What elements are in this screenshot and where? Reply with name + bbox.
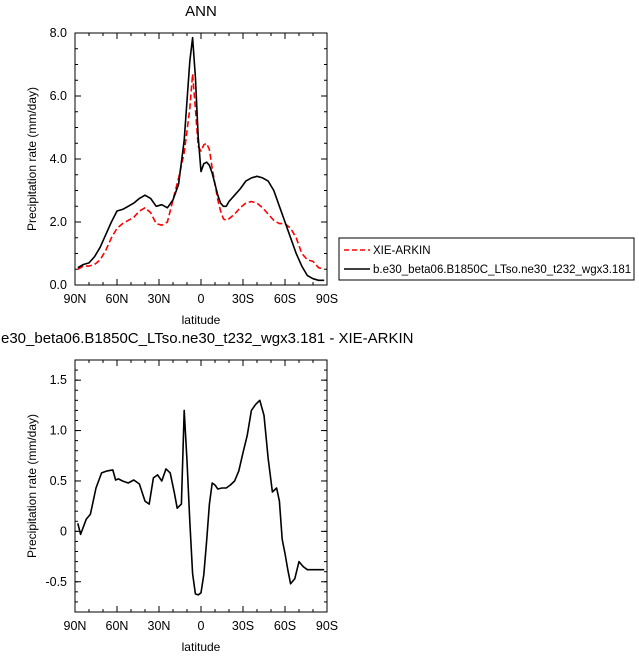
bottom-axis-ticks: 90N 60N 30N 0 30S 60S 90S -0.5 0 0.5 1.0 1.5 (45, 359, 338, 633)
bottom-x-tick-label: 60S (274, 619, 296, 633)
bottom-chart-title: b.e30_beta06.B1850C_LTso.ne30_t232_wgx3.… (0, 330, 414, 347)
top-x-tick-label: 60N (106, 292, 129, 306)
bottom-y-tick-label: 1.5 (50, 373, 67, 387)
bottom-y-tick-label: 0.5 (50, 474, 67, 488)
top-plot-frame (74, 32, 328, 286)
legend: XIE-ARKIN b.e30_beta06.B1850C_LTso.ne30_… (338, 237, 635, 281)
top-panel: ANN Precipitation rate (mm/day) latitude… (25, 3, 338, 327)
legend-label-xie-arkin: XIE-ARKIN (373, 245, 431, 257)
top-x-tick-label: 60S (274, 292, 296, 306)
top-x-tick-label: 90S (316, 292, 338, 306)
top-y-tick-label: 8.0 (50, 26, 67, 40)
top-x-tick-label: 30S (232, 292, 254, 306)
top-x-axis-label: latitude (182, 313, 221, 327)
bottom-y-tick-label: 1.0 (50, 424, 67, 438)
bottom-y-axis-label: Precipitation rate (mm/day) (25, 414, 39, 558)
bottom-series-line-0 (77, 399, 325, 596)
bottom-series-lines (77, 399, 325, 596)
bottom-x-tick-label: 30N (148, 619, 171, 633)
top-x-tick-label: 0 (198, 292, 205, 306)
top-chart-title: ANN (185, 3, 217, 20)
bottom-panel: b.e30_beta06.B1850C_LTso.ne30_t232_wgx3.… (0, 330, 414, 654)
top-series-line-1 (77, 36, 325, 282)
top-y-axis-label: Precipitation rate (mm/day) (25, 87, 39, 231)
top-x-tick-label: 30N (148, 292, 171, 306)
legend-label-model: b.e30_beta06.B1850C_LTso.ne30_t232_wgx3.… (373, 264, 631, 276)
bottom-x-tick-label: 90N (64, 619, 87, 633)
bottom-x-tick-label: 90S (316, 619, 338, 633)
top-series-line-0 (77, 73, 325, 271)
top-y-tick-label: 4.0 (50, 152, 67, 166)
top-series-lines (77, 36, 325, 282)
bottom-x-tick-label: 30S (232, 619, 254, 633)
top-axis-ticks: 90N 60N 30N 0 30S 60S 90S 0.0 2.0 4.0 6.0 8.0 (50, 26, 339, 306)
bottom-x-tick-label: 60N (106, 619, 129, 633)
bottom-x-tick-label: 0 (198, 619, 205, 633)
bottom-y-tick-label: -0.5 (45, 575, 67, 589)
legend-box (338, 237, 635, 281)
bottom-plot-frame (74, 359, 328, 613)
bottom-y-tick-label: 0 (60, 524, 67, 538)
top-y-tick-label: 2.0 (50, 215, 67, 229)
bottom-x-axis-label: latitude (182, 640, 221, 654)
top-x-tick-label: 90N (64, 292, 87, 306)
top-y-tick-label: 6.0 (50, 89, 67, 103)
top-y-tick-label: 0.0 (50, 278, 67, 292)
